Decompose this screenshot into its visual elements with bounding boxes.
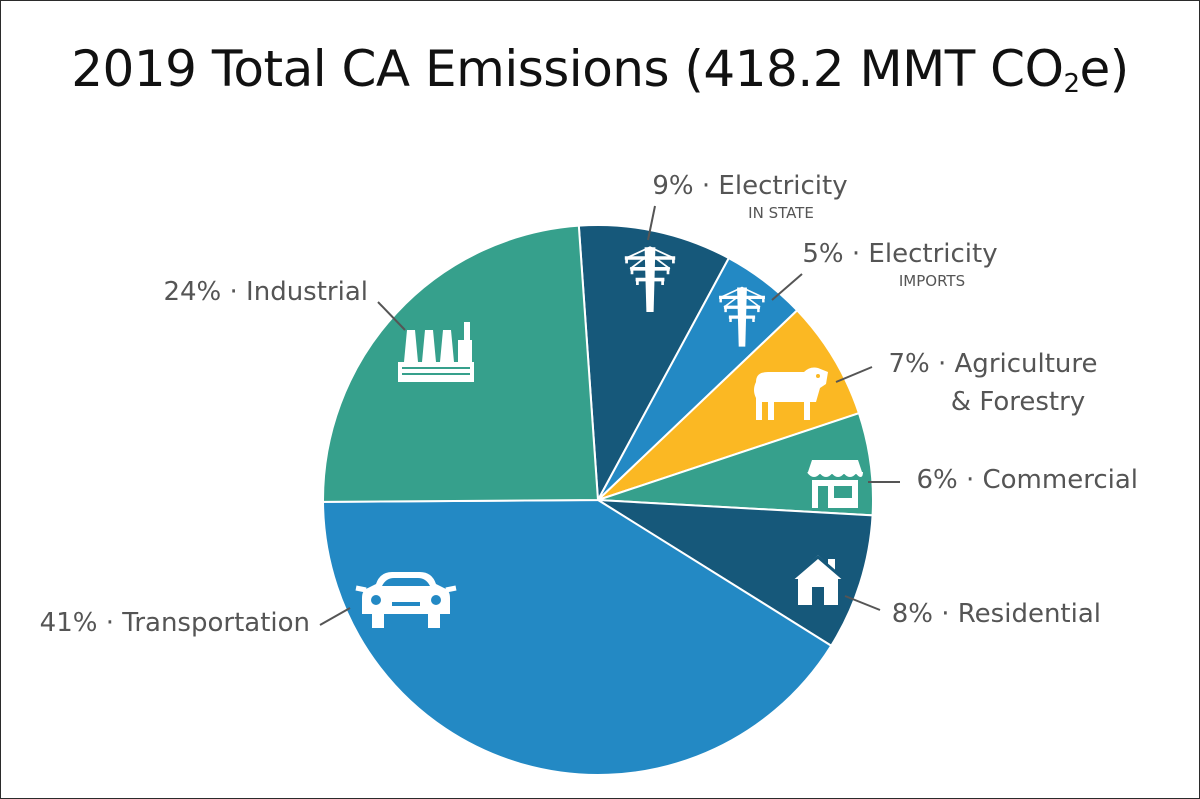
slice-label-electricity-imports: 5% · Electricity (802, 239, 997, 269)
slice-sublabel-electricity-in-state: IN STATE (748, 204, 814, 222)
slice-label-residential: 8% · Residential (892, 599, 1101, 629)
slice-label-agriculture-forestry: 7% · Agriculture (888, 349, 1097, 379)
cow-icon (754, 367, 828, 420)
factory-icon (398, 322, 474, 382)
storefront-icon (807, 460, 863, 508)
leader-line-electricity-in-state (647, 205, 656, 241)
power-tower-icon (624, 246, 676, 312)
chart-title-subscript: 2 (1063, 69, 1080, 99)
chart-title-text: 2019 Total CA Emissions (418.2 MMT CO (71, 40, 1064, 98)
car-icon (355, 572, 457, 628)
power-tower-icon (719, 286, 765, 347)
slice-label-industrial: 24% · Industrial (163, 277, 368, 307)
leader-line-electricity-imports (771, 273, 803, 301)
slice-label-commercial: 6% · Commercial (916, 465, 1138, 495)
leader-line-transportation (319, 607, 351, 626)
leader-line-agriculture-forestry (835, 366, 873, 383)
chart-title: 2019 Total CA Emissions (418.2 MMT CO2e) (0, 40, 1200, 99)
slice-label-transportation: 41% · Transportation (40, 608, 310, 638)
chart-title-suffix: e) (1079, 40, 1130, 98)
slice-sublabel-electricity-imports: IMPORTS (899, 272, 965, 290)
slice-label-agriculture-forestry-line2: & Forestry (951, 387, 1085, 417)
leader-line-residential (844, 595, 881, 611)
pie-slice-transportation (322, 498, 833, 776)
pie-slice-residential (597, 499, 874, 648)
slice-label-electricity-in-state: 9% · Electricity (652, 171, 847, 201)
pie-slice-electricity-in-state (577, 224, 731, 504)
house-icon (789, 555, 847, 605)
leader-line-industrial (377, 301, 406, 331)
pie-slice-agriculture-forestry (597, 308, 861, 501)
